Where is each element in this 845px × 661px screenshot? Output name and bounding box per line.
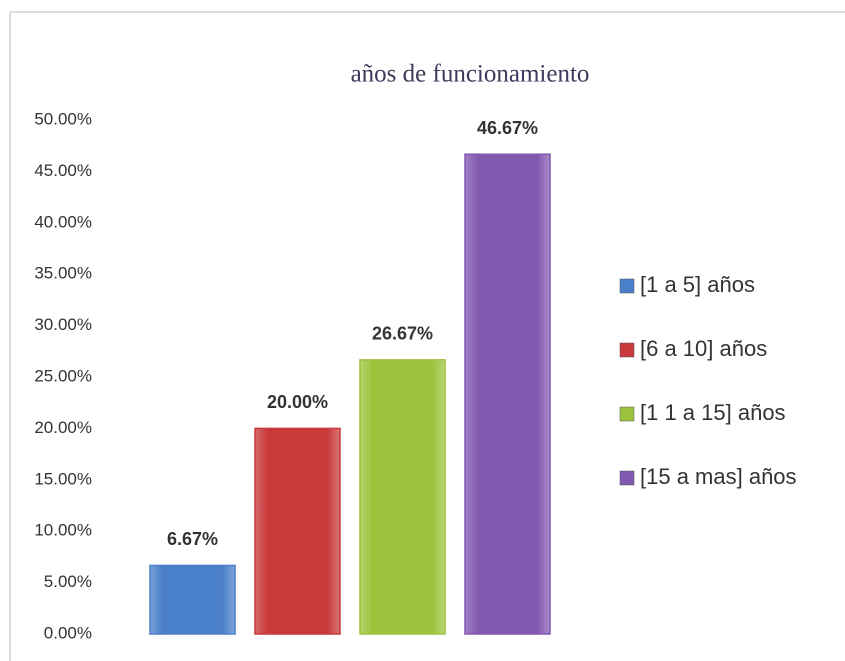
legend-swatch xyxy=(619,278,635,294)
data-label: 6.67% xyxy=(167,529,218,549)
y-tick-label: 20.00% xyxy=(34,418,92,437)
legend-label: [6 a 10] años xyxy=(640,336,767,361)
bar xyxy=(359,359,446,635)
y-tick-label: 35.00% xyxy=(34,264,92,283)
legend-label: [1 a 5] años xyxy=(640,272,755,297)
legend-swatch xyxy=(619,406,635,422)
y-tick-label: 30.00% xyxy=(34,315,92,334)
data-label: 46.67% xyxy=(477,118,538,138)
data-label: 26.67% xyxy=(372,324,433,344)
y-tick-label: 50.00% xyxy=(34,109,92,128)
bar xyxy=(254,427,341,635)
y-tick-label: 25.00% xyxy=(34,366,92,385)
legend-swatch xyxy=(619,470,635,486)
bar xyxy=(149,564,236,635)
y-tick-label: 0.00% xyxy=(44,623,92,642)
y-tick-label: 45.00% xyxy=(34,161,92,180)
y-tick-label: 15.00% xyxy=(34,469,92,488)
y-tick-label: 10.00% xyxy=(34,521,92,540)
legend-label: [1 1 a 15] años xyxy=(640,400,786,425)
chart-title: años de funcionamiento xyxy=(351,61,590,88)
legend-swatch xyxy=(619,342,635,358)
y-tick-label: 40.00% xyxy=(34,212,92,231)
data-label: 20.00% xyxy=(267,392,328,412)
y-tick-label: 5.00% xyxy=(44,572,92,591)
legend-label: [15 a mas] años xyxy=(640,464,797,489)
bar xyxy=(464,153,551,635)
